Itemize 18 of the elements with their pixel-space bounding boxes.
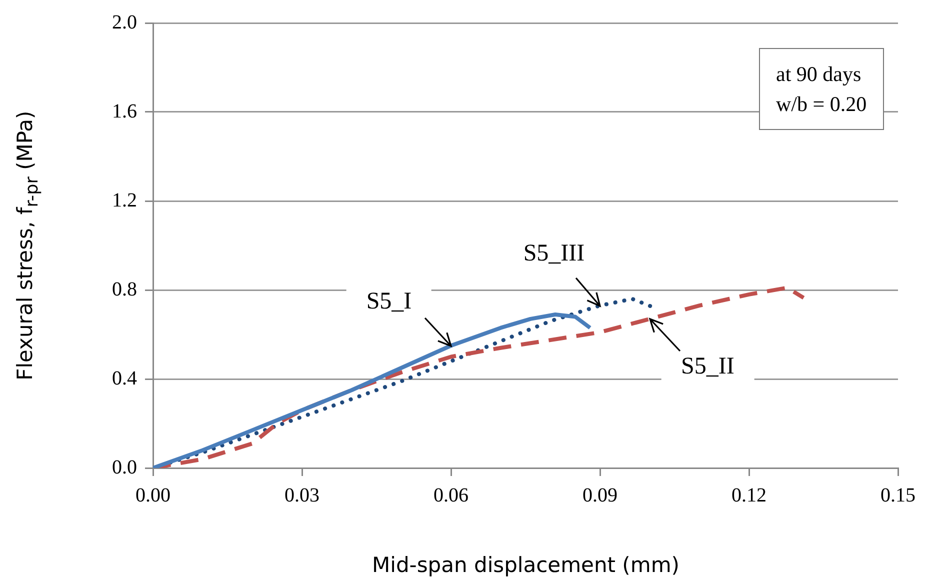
series-label: S5_III	[503, 238, 605, 270]
y-tick-label: 0.4	[112, 367, 137, 390]
x-tick-label: 0.15	[880, 484, 916, 506]
x-tick-label: 0.09	[582, 484, 618, 506]
series-label: S5_II	[660, 351, 754, 382]
x-tick-label: 0.12	[732, 484, 766, 506]
x-axis-title: Mid-span displacement (mm)	[372, 553, 680, 577]
annotation: at 90 days	[776, 61, 862, 88]
y-tick-label: 0.8	[112, 278, 137, 300]
x-tick-label: 0.00	[136, 484, 170, 506]
y-tick-label: 1.2	[112, 189, 137, 212]
x-tick-label: 0.06	[434, 484, 468, 506]
y-tick-label: 0.0	[112, 456, 137, 478]
y-tick-label: 2.0	[112, 11, 137, 34]
annotation: w/b = 0.20	[776, 91, 867, 118]
y-tick-label: 1.6	[112, 100, 137, 122]
series-label: S5_I	[346, 286, 432, 318]
x-tick-label: 0.03	[284, 484, 320, 506]
